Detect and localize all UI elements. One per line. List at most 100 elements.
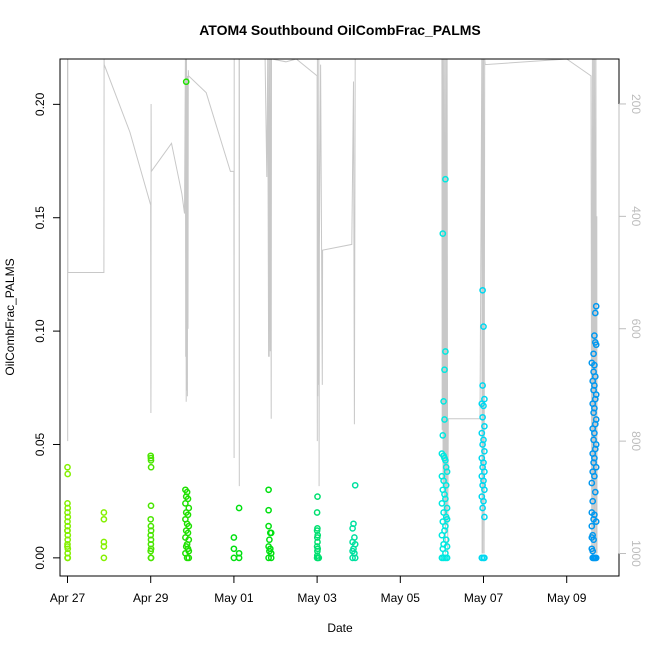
data-point — [438, 500, 446, 507]
x-tick-label: May 03 — [297, 591, 337, 605]
data-point — [147, 454, 155, 462]
data-point — [267, 554, 275, 562]
y-axis-label: OilCombFrac_PALMS — [3, 258, 17, 375]
data-point — [479, 413, 486, 421]
data-point — [185, 554, 193, 562]
data-point — [440, 398, 447, 405]
data-point — [442, 457, 449, 464]
data-point — [230, 554, 238, 562]
data-point — [442, 348, 449, 355]
data-point — [230, 534, 238, 541]
data-point — [265, 522, 272, 530]
data-point — [479, 382, 486, 389]
x-tick-label: May 09 — [547, 591, 587, 605]
data-point — [266, 536, 273, 544]
data-point — [443, 504, 451, 512]
data-point — [443, 515, 451, 523]
data-point — [64, 543, 71, 550]
data-point — [591, 472, 598, 480]
data-point — [591, 488, 599, 496]
data-point — [480, 402, 487, 410]
data-point — [591, 309, 599, 317]
pressure-trace-layer — [67, 59, 598, 554]
right-tick-label: 800 — [629, 431, 643, 451]
data-point — [481, 513, 488, 521]
x-tick-label: May 01 — [214, 591, 254, 605]
axes-layer: Apr 27 Apr 29 May 01 May 03 May 05 May 07 May … — [33, 58, 643, 605]
data-point — [349, 554, 356, 562]
right-tick-label: 400 — [629, 206, 643, 226]
y-tick-label: 0.15 — [33, 206, 47, 230]
data-point — [147, 463, 155, 471]
y-tick-label: 0.20 — [33, 92, 47, 116]
data-point — [481, 486, 488, 494]
data-point — [267, 529, 275, 537]
data-point — [588, 522, 596, 530]
data-points-layer — [64, 78, 600, 562]
data-point — [480, 497, 487, 505]
data-point — [64, 470, 72, 478]
x-tick-label: May 05 — [381, 591, 421, 605]
data-point — [64, 463, 71, 471]
data-point — [147, 502, 155, 510]
data-point — [589, 547, 597, 555]
data-point — [100, 543, 108, 550]
data-point — [480, 323, 487, 330]
data-point — [590, 350, 597, 358]
data-point — [147, 554, 155, 562]
data-point — [479, 441, 486, 448]
data-point — [315, 554, 323, 562]
data-point — [479, 504, 486, 512]
data-point — [590, 409, 597, 417]
data-point — [100, 509, 108, 516]
data-point — [439, 230, 447, 237]
data-point — [100, 554, 108, 562]
data-point — [592, 554, 600, 562]
y-tick-label: 0.10 — [33, 319, 47, 343]
data-point — [64, 554, 72, 562]
right-tick-label: 200 — [629, 94, 643, 114]
data-point — [64, 527, 71, 534]
data-point — [592, 302, 600, 310]
right-tick-label: 1000 — [629, 540, 643, 567]
x-tick-label: Apr 27 — [50, 591, 86, 605]
x-axis-label: Date — [327, 621, 353, 635]
data-point — [441, 366, 448, 374]
data-point — [590, 536, 597, 544]
data-point — [438, 531, 446, 539]
data-point — [442, 495, 449, 503]
data-point — [265, 506, 272, 514]
data-point — [147, 515, 155, 523]
data-point — [443, 554, 451, 562]
right-tick-label: 600 — [629, 319, 643, 339]
data-point — [235, 554, 243, 562]
data-point — [591, 429, 598, 437]
data-point — [314, 493, 321, 500]
chart-title: ATOM4 Southbound OilCombFrac_PALMS — [199, 22, 481, 38]
data-point — [313, 509, 321, 516]
data-point — [591, 332, 598, 339]
data-point — [481, 447, 488, 455]
data-point — [147, 457, 155, 464]
y-tick-label: 0.05 — [33, 432, 47, 456]
data-point — [591, 361, 598, 369]
x-tick-label: Apr 29 — [133, 591, 169, 605]
data-point — [442, 175, 449, 183]
data-point — [230, 545, 238, 553]
data-point — [481, 422, 488, 430]
plot-frame — [59, 58, 620, 577]
x-tick-label: May 07 — [464, 591, 504, 605]
data-point — [182, 500, 189, 507]
data-point — [235, 504, 243, 512]
data-point — [442, 481, 450, 489]
data-point — [265, 486, 272, 494]
data-point — [100, 515, 108, 523]
data-point — [349, 525, 356, 532]
data-point — [351, 554, 359, 562]
data-point — [479, 286, 486, 294]
data-point — [439, 432, 447, 439]
data-point — [182, 78, 190, 86]
data-point — [351, 481, 359, 489]
data-point — [589, 497, 597, 505]
